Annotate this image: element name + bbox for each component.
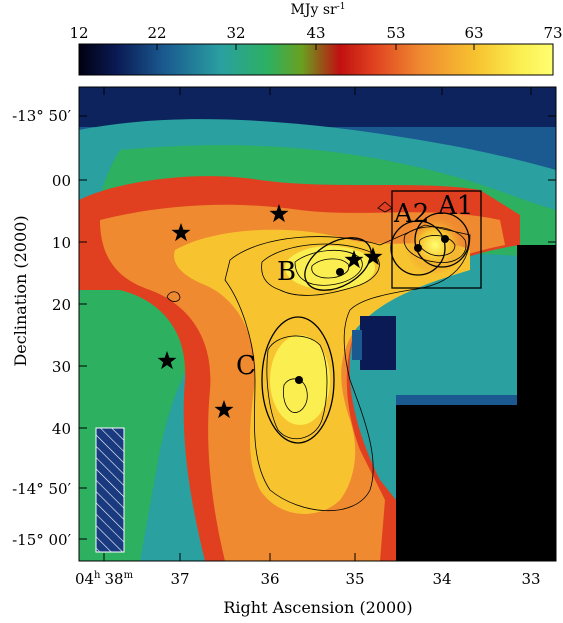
region-B-ellipse (304, 237, 372, 291)
star-marker (157, 351, 177, 370)
y-axis-tick-labels: -13° 50′ 00 10 20 30 40 -14° 50′ -15° 00… (12, 107, 72, 549)
colorbar-ticks (78, 44, 554, 50)
core-C (295, 376, 303, 384)
region-A1-circle (414, 212, 470, 268)
label-A2: A2 (393, 199, 429, 229)
star-marker (363, 247, 383, 266)
y-tick-label: 30 (52, 358, 71, 376)
x-tick-label: 04h 38m (75, 570, 134, 588)
y-tick-label: 20 (52, 296, 71, 314)
colorbar-tick-label: 12 (69, 24, 88, 42)
core-B (336, 268, 344, 276)
colorbar-tick-label: 73 (543, 24, 562, 42)
label-C: C (236, 351, 256, 381)
cores (295, 235, 449, 384)
core-A2 (414, 244, 422, 252)
x-tick-label: 33 (521, 570, 540, 588)
map-frame (78, 86, 557, 562)
colorbar-tick-label: 43 (306, 24, 325, 42)
colorbar-unit-exponent: -1 (337, 2, 346, 12)
y-tick-label: -13° 50′ (12, 107, 72, 125)
star-marker (171, 223, 191, 242)
region-labels: A2 A1 B C (236, 191, 473, 381)
colorbar-tick-labels: 12 22 32 43 53 63 73 (69, 24, 562, 42)
label-B: B (277, 257, 296, 287)
region-overlays (261, 190, 482, 444)
y-tick-label: 40 (52, 420, 71, 438)
x-tick-label: 35 (345, 570, 364, 588)
y-tick-label: 00 (52, 172, 71, 190)
colorbar-tick-label: 63 (464, 24, 483, 42)
colorbar-tick-label: 32 (226, 24, 245, 42)
axis-ticks (79, 87, 556, 561)
x-axis-label: Right Ascension (2000) (223, 598, 412, 617)
star-marker (214, 400, 234, 419)
star-marker (269, 204, 289, 223)
colorbar-unit: MJy sr-1 (291, 2, 346, 18)
colorbar: MJy sr-1 12 22 32 43 53 63 73 (69, 2, 563, 76)
intensity-map (79, 87, 556, 561)
young-stars (157, 204, 383, 419)
region-C-ellipse (261, 316, 335, 444)
y-tick-label: 10 (52, 234, 71, 252)
x-tick-label: 36 (260, 570, 279, 588)
core-A1 (441, 235, 449, 243)
colorbar-tick-label: 53 (386, 24, 405, 42)
region-A2-circle (390, 220, 446, 276)
label-A1: A1 (437, 191, 473, 221)
colorbar-tick-label: 22 (147, 24, 166, 42)
x-axis-tick-labels: 04h 38m 37 36 35 34 33 (75, 570, 541, 588)
x-tick-label: 37 (170, 570, 189, 588)
star-marker (344, 250, 364, 269)
x-tick-label: 34 (432, 570, 451, 588)
y-tick-label: -14° 50′ (12, 480, 72, 498)
y-tick-label: -15° 00′ (12, 531, 72, 549)
y-axis-label: Declination (2000) (11, 215, 30, 366)
